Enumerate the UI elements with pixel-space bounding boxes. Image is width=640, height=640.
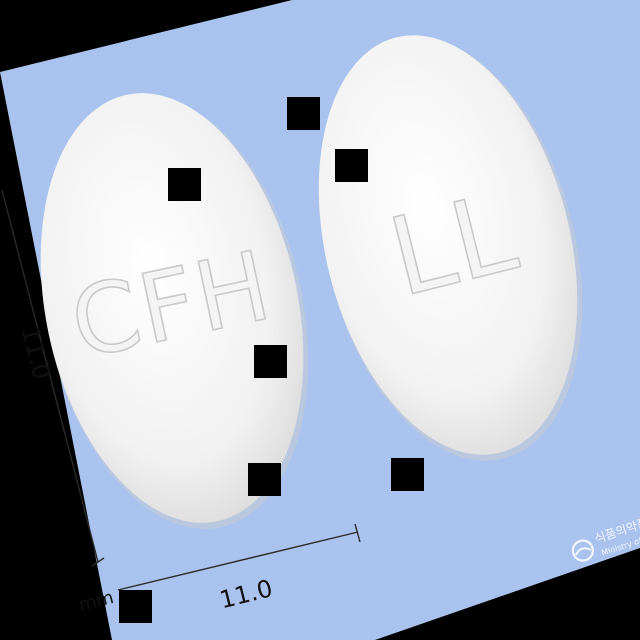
pill-right-body: [318, 35, 578, 455]
redaction-square: [254, 345, 287, 378]
redaction-square: [287, 97, 320, 130]
redaction-square: [248, 463, 281, 496]
redaction-square: [391, 458, 424, 491]
redaction-squares: [119, 97, 424, 623]
vertical-dimension-line: [1, 189, 99, 563]
redaction-square: [168, 168, 201, 201]
redaction-square: [335, 149, 368, 182]
pill-right: LL: [318, 35, 583, 461]
ministry-logo-icon: [571, 539, 594, 562]
horizontal-dimension-line: [117, 531, 359, 591]
pill-right-imprint: LL: [378, 170, 529, 321]
dimension-guides: [1, 189, 361, 591]
pill-left: CFH: [40, 93, 309, 529]
pill-left-body: [40, 93, 304, 523]
redaction-square: [119, 590, 152, 623]
